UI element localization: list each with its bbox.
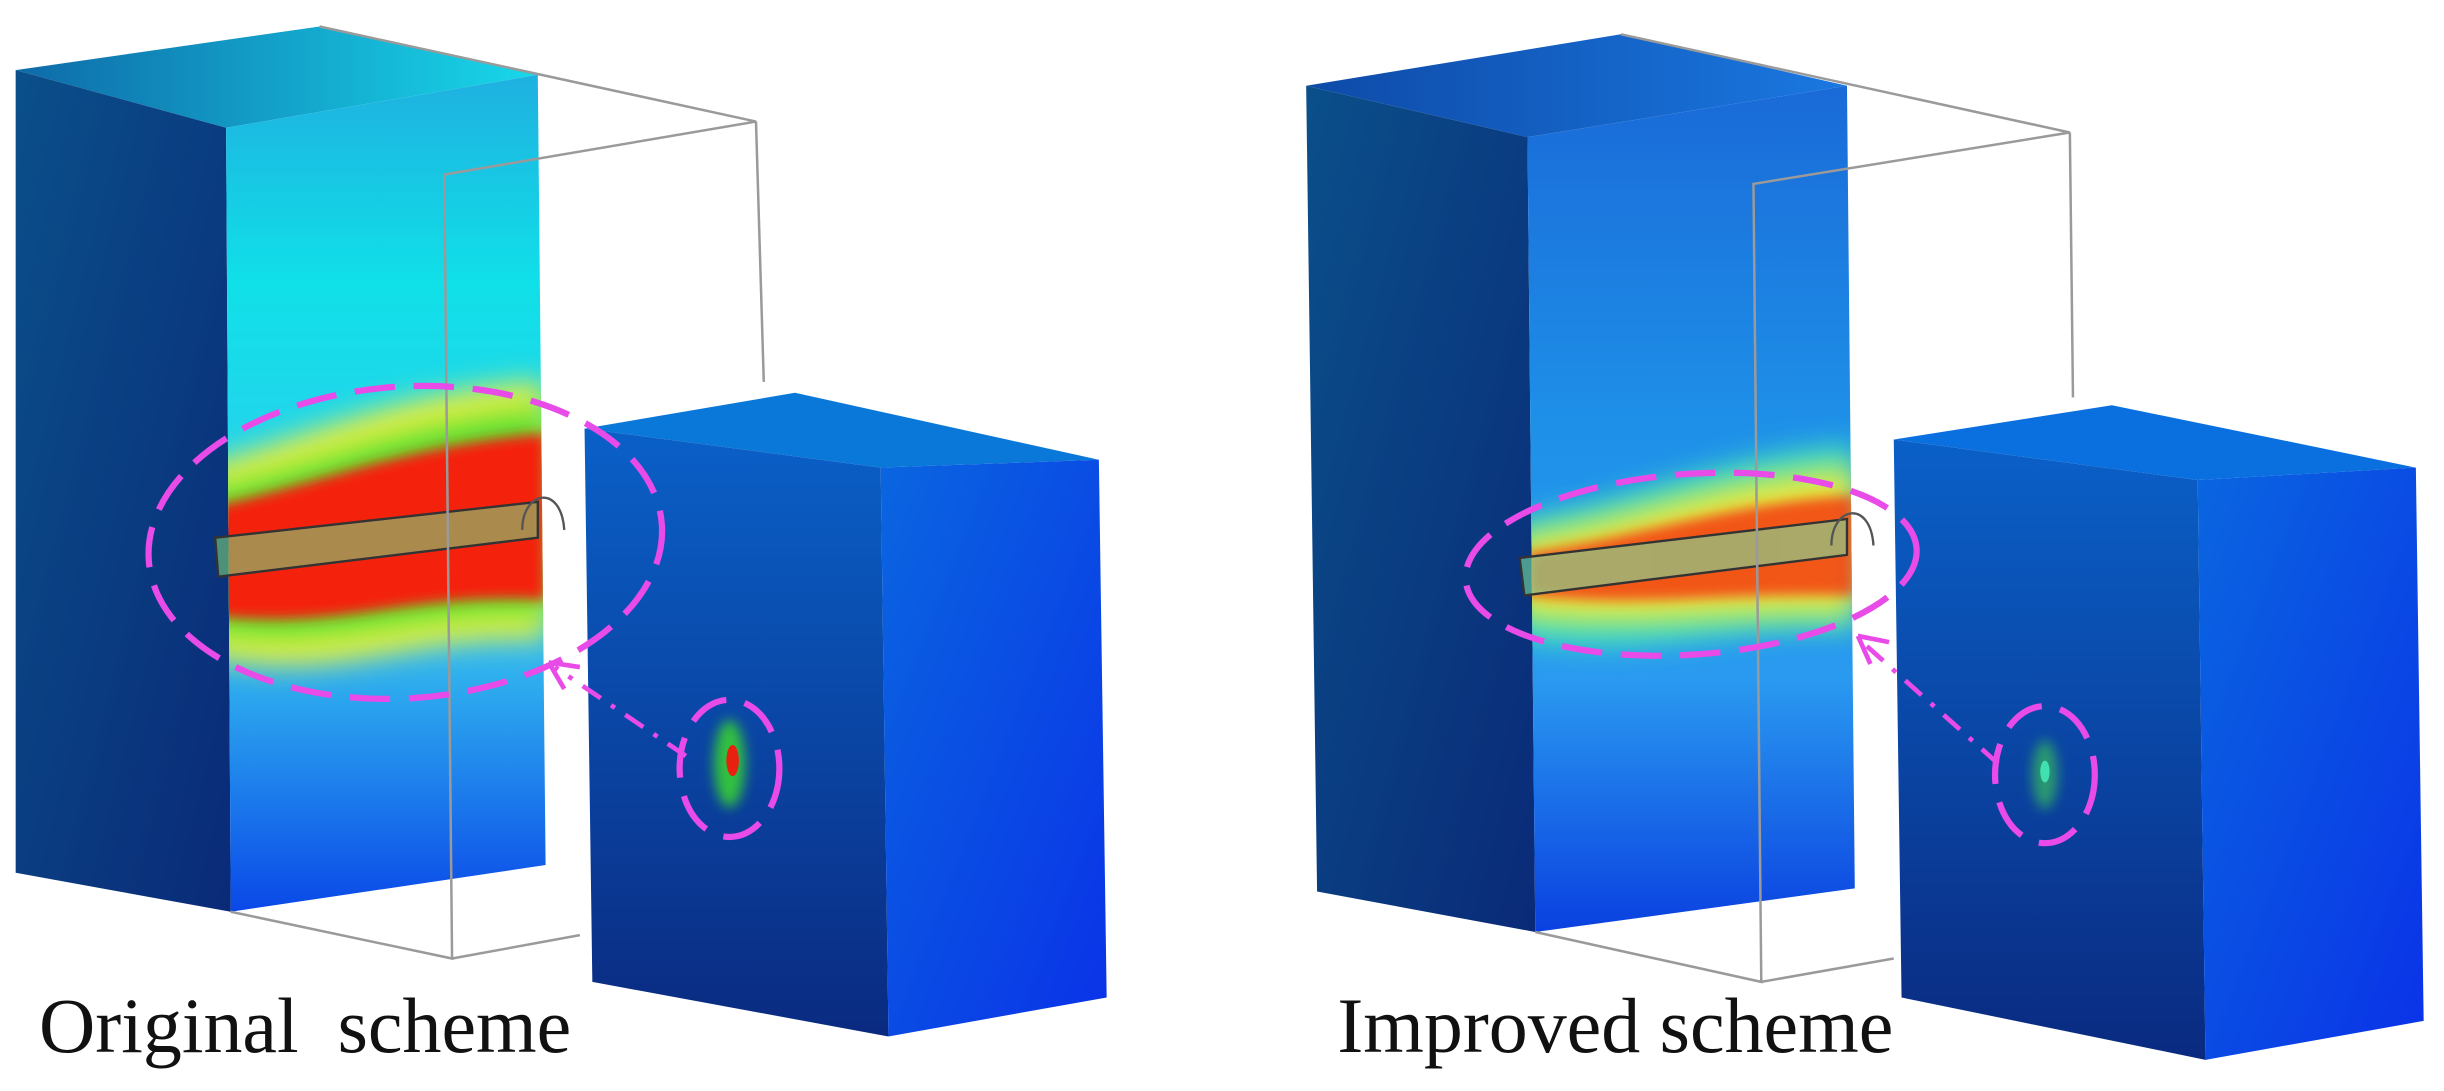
panel-original: Original scheme (15, 25, 1107, 1069)
small-block-top (584, 392, 1099, 468)
arrow (1862, 641, 2000, 766)
tunnel (1518, 512, 1875, 597)
arrow-head (1855, 633, 1890, 665)
outline (754, 121, 766, 382)
block-top (1306, 34, 1847, 138)
panel-improved: Improved scheme (1306, 33, 2424, 1069)
block-side (1306, 85, 1536, 933)
highlight-ellipse (145, 382, 666, 703)
hotspot (726, 744, 739, 777)
small-block-side (880, 459, 1107, 1037)
panel-label: Improved scheme (1337, 983, 1893, 1069)
panel-label: Original scheme (39, 983, 571, 1069)
outline (1535, 33, 2071, 984)
highlight-ellipse (1991, 702, 2098, 847)
small-block-side (2197, 467, 2424, 1060)
hotspot (2040, 760, 2050, 783)
tunnel (213, 496, 566, 578)
block-top (15, 26, 538, 128)
outline (230, 25, 757, 961)
block-side (15, 70, 231, 912)
outline (1761, 957, 1894, 984)
outline (2068, 132, 2075, 398)
small-block-top (1893, 405, 2416, 481)
highlight-ellipse (676, 696, 783, 841)
outline (451, 933, 581, 960)
arrow-head (546, 660, 581, 691)
highlight-ellipse (1462, 469, 1920, 659)
